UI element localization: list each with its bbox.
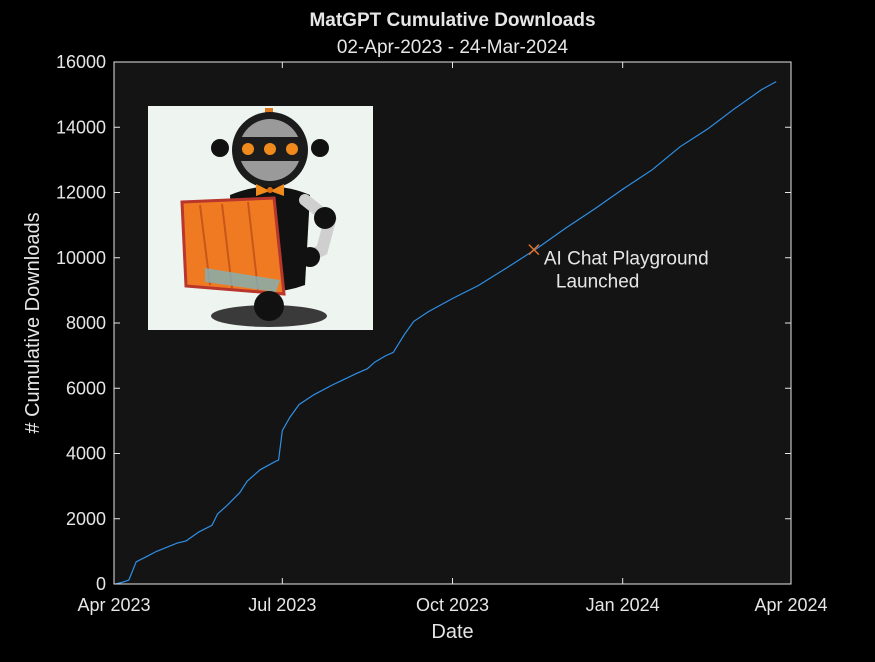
y-tick-label: 16000 bbox=[56, 52, 106, 72]
x-tick-label: Apr 2023 bbox=[77, 595, 150, 615]
axis-ticks: 0 2000 4000 6000 8000 10000 12000 14000 16000 Apr… bbox=[56, 52, 828, 615]
x-tick-label: Oct 2023 bbox=[416, 595, 489, 615]
y-tick-label: 0 bbox=[96, 574, 106, 594]
y-tick-label: 2000 bbox=[66, 509, 106, 529]
y-axis-label: # Cumulative Downloads bbox=[22, 212, 44, 433]
chart-title: MatGPT Cumulative Downloads bbox=[309, 10, 595, 31]
matgpt-robot-logo bbox=[148, 106, 373, 330]
y-tick-label: 14000 bbox=[56, 117, 106, 137]
y-tick-label: 6000 bbox=[66, 378, 106, 398]
annotation-marker-stroke bbox=[528, 244, 540, 256]
y-tick-label: 8000 bbox=[66, 313, 106, 333]
x-tick-label: Jan 2024 bbox=[586, 595, 660, 615]
annotation-text-line2: Launched bbox=[556, 272, 639, 293]
y-tick-label: 12000 bbox=[56, 183, 106, 203]
chart-subtitle: 02-Apr-2023 - 24-Mar-2024 bbox=[337, 37, 569, 58]
series-line-cumulative-downloads bbox=[115, 81, 777, 585]
y-tick-label: 4000 bbox=[66, 444, 106, 464]
x-tick-label: Apr 2024 bbox=[754, 595, 827, 615]
annotation-marker bbox=[528, 244, 540, 256]
x-axis-label: Date bbox=[431, 621, 473, 643]
x-tick-label: Jul 2023 bbox=[248, 595, 316, 615]
annotation-text-line1: AI Chat Playground bbox=[544, 249, 709, 270]
axes-box bbox=[113, 61, 792, 585]
y-tick-label: 10000 bbox=[56, 248, 106, 268]
